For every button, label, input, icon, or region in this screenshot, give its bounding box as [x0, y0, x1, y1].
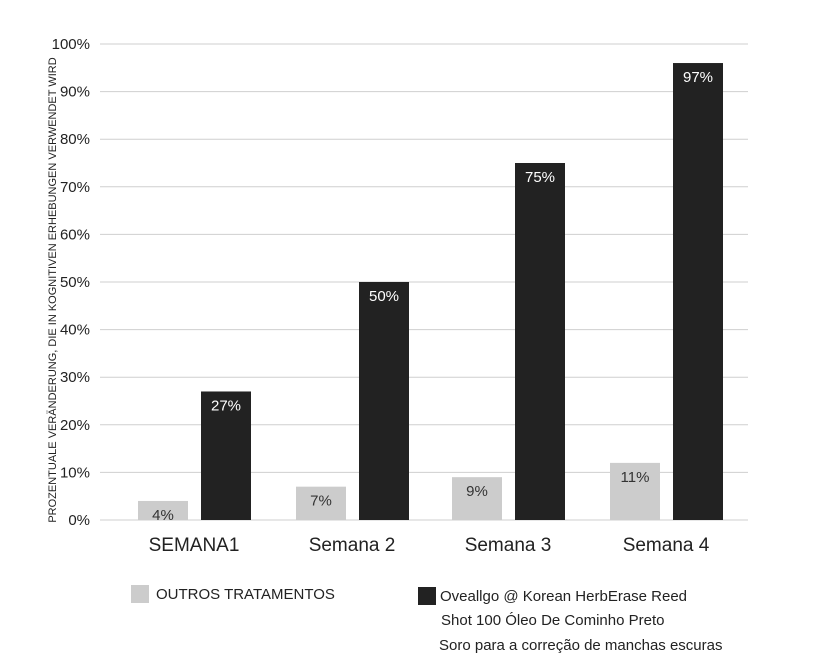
bar-product	[673, 63, 723, 520]
bar-product	[515, 163, 565, 520]
legend-swatch-outros	[131, 585, 149, 603]
x-category-label: Semana 4	[623, 535, 710, 556]
legend-label-product-line3: Soro para a correção de manchas escuras	[439, 637, 722, 654]
data-label: 7%	[310, 493, 332, 510]
bar-product	[359, 282, 409, 520]
bar-outros	[452, 477, 502, 520]
y-tick-label: 90%	[60, 84, 90, 101]
grid-lines	[100, 43, 748, 521]
data-label: 4%	[152, 507, 174, 524]
y-tick-label: 60%	[60, 226, 90, 243]
y-tick-label: 50%	[60, 274, 90, 291]
bars: 4% 27% 7% 50% 9% 75% 11% 97%	[138, 63, 723, 524]
x-axis-categories: SEMANA1 Semana 2 Semana 3 Semana 4	[149, 535, 710, 556]
y-tick-label: 70%	[60, 179, 90, 196]
data-label: 27%	[211, 397, 241, 414]
bar-product	[201, 391, 251, 520]
y-tick-label: 40%	[60, 322, 90, 339]
legend-label-product-line2: Shot 100 Óleo De Cominho Preto	[441, 612, 664, 629]
y-tick-label: 30%	[60, 369, 90, 386]
data-label: 11%	[621, 469, 650, 486]
y-tick-label: 100%	[52, 36, 90, 53]
bar-outros	[138, 500, 188, 520]
bar-outros	[296, 486, 346, 520]
legend: OUTROS TRATAMENTOS Oveallgo @ Korean Her…	[131, 585, 722, 654]
legend-swatch-product	[418, 587, 436, 605]
y-axis-ticks: 0% 10% 20% 30% 40% 50% 60% 70% 80% 90% 100%	[52, 36, 90, 529]
data-label: 97%	[683, 69, 713, 86]
x-category-label: SEMANA1	[149, 535, 240, 556]
y-tick-label: 0%	[68, 512, 90, 529]
data-label: 75%	[525, 169, 555, 186]
data-label: 9%	[466, 483, 488, 500]
y-axis-label: PROZENTUALE VERÄNDERUNG, DIE IN KOGNITIV…	[47, 57, 59, 522]
y-tick-label: 10%	[60, 464, 90, 481]
x-category-label: Semana 3	[465, 535, 552, 556]
y-tick-label: 80%	[60, 131, 90, 148]
x-category-label: Semana 2	[309, 535, 396, 556]
legend-label-outros: OUTROS TRATAMENTOS	[156, 586, 335, 603]
y-tick-label: 20%	[60, 417, 90, 434]
data-label: 50%	[369, 288, 399, 305]
legend-label-product-line1: Oveallgo @ Korean HerbErase Reed	[440, 588, 687, 605]
bar-outros	[610, 462, 660, 520]
